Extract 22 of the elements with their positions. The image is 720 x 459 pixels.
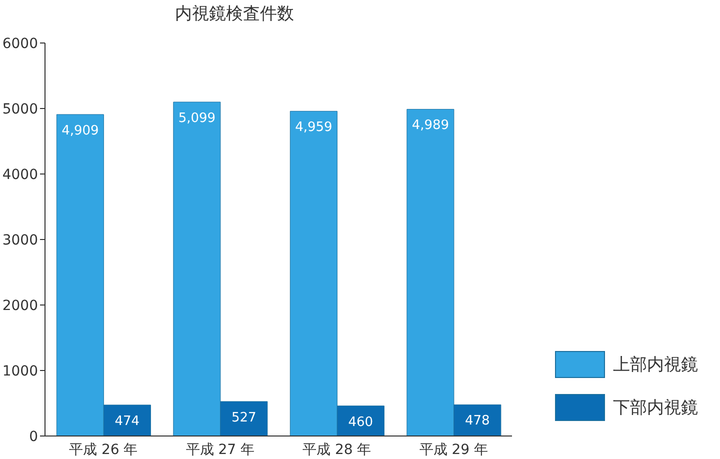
legend-label: 下部内視鏡: [613, 397, 698, 419]
data-label: 5,099: [178, 111, 216, 126]
data-label: 474: [114, 414, 140, 429]
data-label: 4,989: [412, 118, 450, 134]
x-tick-label: 平成 26 年: [69, 442, 138, 458]
y-tick-label: 6000: [2, 36, 38, 52]
data-label: 460: [348, 414, 374, 430]
data-label: 527: [232, 410, 256, 426]
y-tick-label: 4000: [2, 166, 38, 183]
x-tick-label: 平成 27 年: [186, 442, 254, 458]
y-tick-label: 5000: [2, 101, 38, 118]
y-tick-label: 2000: [2, 298, 38, 314]
data-label: 4,909: [62, 123, 99, 138]
x-tick-label: 平成 29 年: [419, 442, 488, 458]
y-tick-label: 0: [29, 428, 38, 445]
data-label: 4,959: [295, 120, 332, 136]
data-label: 478: [465, 414, 490, 429]
x-tick-label: 平成 28 年: [302, 442, 372, 458]
y-tick-label: 1000: [2, 363, 38, 380]
legend-label: 上部内視鏡: [613, 354, 698, 376]
y-tick-label: 3000: [2, 232, 38, 248]
chart-title: 内視鏡検査件数: [175, 3, 294, 25]
